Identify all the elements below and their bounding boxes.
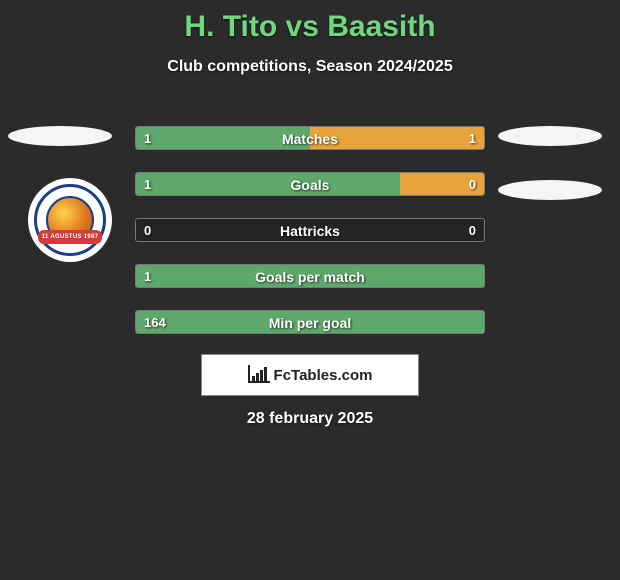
- stat-row-min-per-goal: 164Min per goal: [135, 310, 485, 334]
- stat-label: Goals per match: [136, 265, 484, 289]
- player-slot-right-1: [498, 126, 602, 146]
- brand-logo[interactable]: FcTables.com: [201, 354, 419, 396]
- brand-text: FcTables.com: [274, 367, 373, 384]
- player-slot-left-1: [8, 126, 112, 146]
- stat-label: Goals: [136, 173, 484, 197]
- stat-row-goals: 10Goals: [135, 172, 485, 196]
- stat-label: Hattricks: [136, 219, 484, 243]
- bar-chart-icon: [248, 367, 268, 383]
- stat-row-goals-per-match: 1Goals per match: [135, 264, 485, 288]
- stat-row-hattricks: 00Hattricks: [135, 218, 485, 242]
- club-logo-banner: 11 AGUSTUS 1987: [38, 230, 102, 244]
- stat-label: Min per goal: [136, 311, 484, 335]
- report-date: 28 february 2025: [0, 410, 620, 428]
- page-subtitle: Club competitions, Season 2024/2025: [0, 58, 620, 76]
- club-logo-arema: 11 AGUSTUS 1987: [28, 178, 112, 262]
- stat-row-matches: 11Matches: [135, 126, 485, 150]
- page-title: H. Tito vs Baasith: [0, 0, 620, 44]
- stat-label: Matches: [136, 127, 484, 151]
- player-slot-right-2: [498, 180, 602, 200]
